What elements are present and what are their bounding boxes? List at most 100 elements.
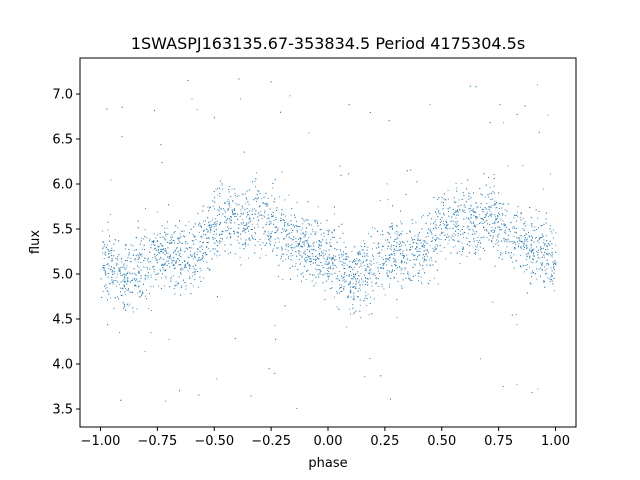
- data-point: [139, 280, 141, 282]
- data-point: [434, 249, 436, 251]
- data-point: [379, 264, 381, 266]
- data-point: [501, 223, 503, 225]
- data-point: [243, 212, 245, 214]
- data-point: [476, 240, 478, 241]
- data-point: [228, 209, 230, 211]
- data-point: [183, 266, 185, 268]
- data-point: [493, 192, 495, 194]
- data-point: [110, 266, 112, 268]
- data-point: [358, 254, 359, 256]
- data-point: [319, 248, 321, 250]
- data-point: [145, 208, 146, 209]
- data-point: [367, 284, 369, 286]
- x-tick-label: 0.50: [427, 434, 456, 449]
- data-point: [145, 279, 146, 281]
- data-point: [230, 244, 232, 246]
- data-point: [395, 238, 397, 240]
- data-point: [345, 246, 347, 248]
- data-point: [417, 238, 419, 240]
- data-point: [194, 236, 196, 238]
- data-point: [552, 267, 554, 269]
- data-point: [520, 254, 522, 256]
- data-point: [402, 241, 404, 243]
- data-point: [234, 207, 235, 209]
- data-point: [490, 230, 492, 232]
- data-point: [157, 285, 159, 287]
- data-point: [350, 296, 352, 298]
- data-point: [167, 256, 169, 258]
- data-point: [501, 229, 503, 230]
- data-point: [415, 222, 417, 224]
- data-point: [478, 214, 480, 216]
- data-point: [546, 240, 548, 242]
- data-point: [327, 257, 329, 259]
- data-point: [398, 244, 400, 246]
- data-point: [512, 227, 514, 229]
- data-point: [249, 221, 251, 223]
- data-point: [105, 254, 107, 256]
- data-point: [223, 208, 224, 210]
- data-point: [505, 224, 506, 226]
- data-point: [544, 269, 546, 271]
- data-point: [153, 265, 155, 267]
- data-point: [530, 247, 532, 249]
- data-point: [439, 213, 441, 215]
- data-point: [307, 243, 309, 245]
- data-point: [262, 215, 264, 217]
- data-point: [381, 257, 383, 259]
- data-point: [282, 228, 283, 230]
- data-point: [468, 208, 470, 210]
- data-point: [387, 199, 389, 201]
- data-point: [504, 241, 506, 243]
- data-point: [445, 258, 447, 260]
- data-point: [157, 245, 159, 247]
- data-point: [240, 222, 242, 224]
- data-point: [536, 84, 538, 86]
- data-point: [170, 280, 172, 282]
- data-point: [487, 196, 489, 198]
- data-point: [319, 245, 320, 247]
- data-point: [379, 251, 381, 253]
- data-point: [329, 288, 331, 289]
- data-point: [328, 273, 330, 274]
- data-point: [275, 217, 277, 218]
- data-point: [172, 260, 174, 262]
- data-point: [309, 250, 311, 252]
- data-point: [202, 252, 204, 254]
- data-point: [192, 271, 194, 273]
- data-point: [159, 237, 161, 238]
- data-point: [488, 208, 490, 210]
- data-point: [203, 220, 205, 222]
- data-point: [106, 287, 108, 289]
- data-point: [406, 254, 408, 256]
- data-point: [529, 207, 531, 209]
- data-point: [138, 270, 139, 272]
- data-point: [107, 273, 109, 274]
- data-point: [462, 192, 464, 194]
- data-point: [219, 193, 221, 195]
- data-point: [290, 214, 292, 216]
- data-point: [120, 281, 122, 283]
- data-point: [416, 246, 418, 248]
- data-point: [175, 225, 177, 227]
- data-point: [164, 250, 166, 252]
- data-point: [527, 241, 529, 242]
- data-point: [392, 254, 394, 256]
- data-point: [448, 239, 450, 241]
- data-point: [479, 246, 481, 248]
- data-point: [304, 258, 306, 260]
- data-point: [332, 258, 334, 260]
- data-point: [148, 293, 150, 294]
- data-point: [158, 245, 160, 247]
- data-point: [516, 220, 518, 222]
- data-point: [390, 249, 392, 251]
- data-point: [340, 250, 342, 252]
- data-point: [265, 242, 267, 244]
- data-point: [295, 237, 297, 239]
- data-point: [235, 216, 237, 217]
- data-point: [124, 286, 125, 288]
- data-point: [386, 183, 388, 185]
- data-point: [543, 223, 545, 225]
- data-point: [331, 231, 333, 233]
- data-point: [359, 304, 361, 306]
